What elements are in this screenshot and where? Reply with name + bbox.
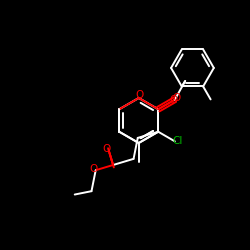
Text: O: O — [172, 93, 180, 103]
Text: O: O — [90, 164, 98, 174]
Text: O: O — [170, 95, 178, 105]
Text: O: O — [136, 90, 143, 100]
Text: Cl: Cl — [172, 136, 182, 146]
Text: O: O — [103, 144, 111, 154]
